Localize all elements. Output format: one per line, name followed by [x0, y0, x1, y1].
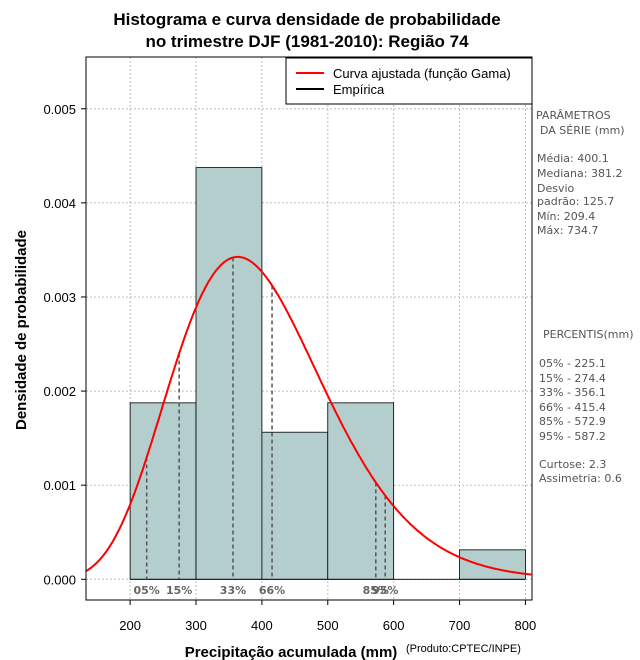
x-tick-label: 800: [515, 618, 537, 633]
axes: 200 300 400 500 600 700 800 0.000 0.001 0.002 0.00…: [43, 102, 536, 633]
param-stddev-label: Desvio: [537, 182, 575, 195]
x-tick-label: 700: [449, 618, 471, 633]
x-tick-label: 300: [185, 618, 207, 633]
chart-title-line-1: Histograma e curva densidade de probabil…: [113, 10, 500, 29]
legend-label-curve: Curva ajustada (função Gama): [333, 66, 511, 81]
percentis-title: PERCENTIS(mm): [543, 328, 634, 341]
percentiles-panel: PERCENTIS(mm) 05% - 225.1 15% - 274.4 33…: [539, 328, 634, 485]
credit-text: (Produto:CPTEC/INPE): [406, 643, 521, 655]
x-tick-label: 500: [317, 618, 339, 633]
y-tick-label: 0.002: [43, 384, 76, 399]
stat-kurtosis: Curtose: 2.3: [539, 458, 606, 471]
y-tick-label: 0.004: [43, 196, 76, 211]
y-axis-label: Densidade de probabilidade: [13, 230, 30, 430]
percentile-label: 95%: [372, 584, 398, 597]
histogram-bar: [327, 402, 395, 580]
y-tick-label: 0.003: [43, 290, 76, 305]
param-stddev-value: padrão: 125.7: [537, 195, 614, 208]
series-parameters-panel: PARÂMETROS DA SÉRIE (mm) Média: 400.1 Me…: [536, 109, 625, 237]
y-tick-label: 0.001: [43, 478, 76, 493]
percentil-33: 33% - 356.1: [539, 386, 606, 399]
fitted-curve-layer: [85, 255, 532, 576]
legend: Curva ajustada (função Gama) Empírica: [285, 57, 533, 105]
percentil-85: 85% - 572.9: [539, 415, 606, 428]
stat-skewness: Assimetria: 0.6: [539, 472, 622, 485]
param-median: Mediana: 381.2: [537, 167, 622, 180]
percentile-label: 15%: [166, 584, 192, 597]
legend-box: [285, 57, 533, 105]
param-mean: Média: 400.1: [537, 152, 609, 165]
histogram-bar: [261, 431, 329, 580]
percentil-66: 66% - 415.4: [539, 401, 606, 414]
y-tick-label: 0.005: [43, 102, 76, 117]
percentile-label: 66%: [259, 584, 285, 597]
histogram-bar: [129, 402, 197, 580]
histogram-bar: [459, 549, 526, 580]
plot-frame: [85, 56, 533, 601]
percentil-95: 95% - 587.2: [539, 430, 606, 443]
percentil-15: 15% - 274.4: [539, 372, 606, 385]
params-title-line-1: PARÂMETROS: [536, 109, 611, 122]
histogram-bars: [129, 167, 526, 580]
x-tick-label: 600: [383, 618, 405, 633]
x-tick-label: 200: [119, 618, 141, 633]
percentile-markers: 05% 15% 33% 66% 85%95%: [134, 257, 398, 597]
percentile-label: 33%: [220, 584, 246, 597]
fitted-gamma-curve: [85, 255, 532, 576]
y-tick-label: 0.000: [43, 572, 76, 587]
chart-title-line-2: no trimestre DJF (1981-2010): Região 74: [145, 32, 469, 51]
x-axis-label: Precipitação acumulada (mm): [185, 644, 398, 660]
histogram-bar: [195, 167, 263, 580]
percentil-05: 05% - 225.1: [539, 357, 606, 370]
params-title-line-2: DA SÉRIE (mm): [540, 124, 625, 137]
x-tick-label: 400: [251, 618, 273, 633]
param-max: Máx: 734.7: [537, 224, 598, 237]
param-min: Mín: 209.4: [537, 210, 595, 223]
percentile-label: 85%: [363, 584, 389, 597]
legend-label-empirical: Empírica: [333, 82, 385, 97]
percentile-label: 05%: [134, 584, 160, 597]
